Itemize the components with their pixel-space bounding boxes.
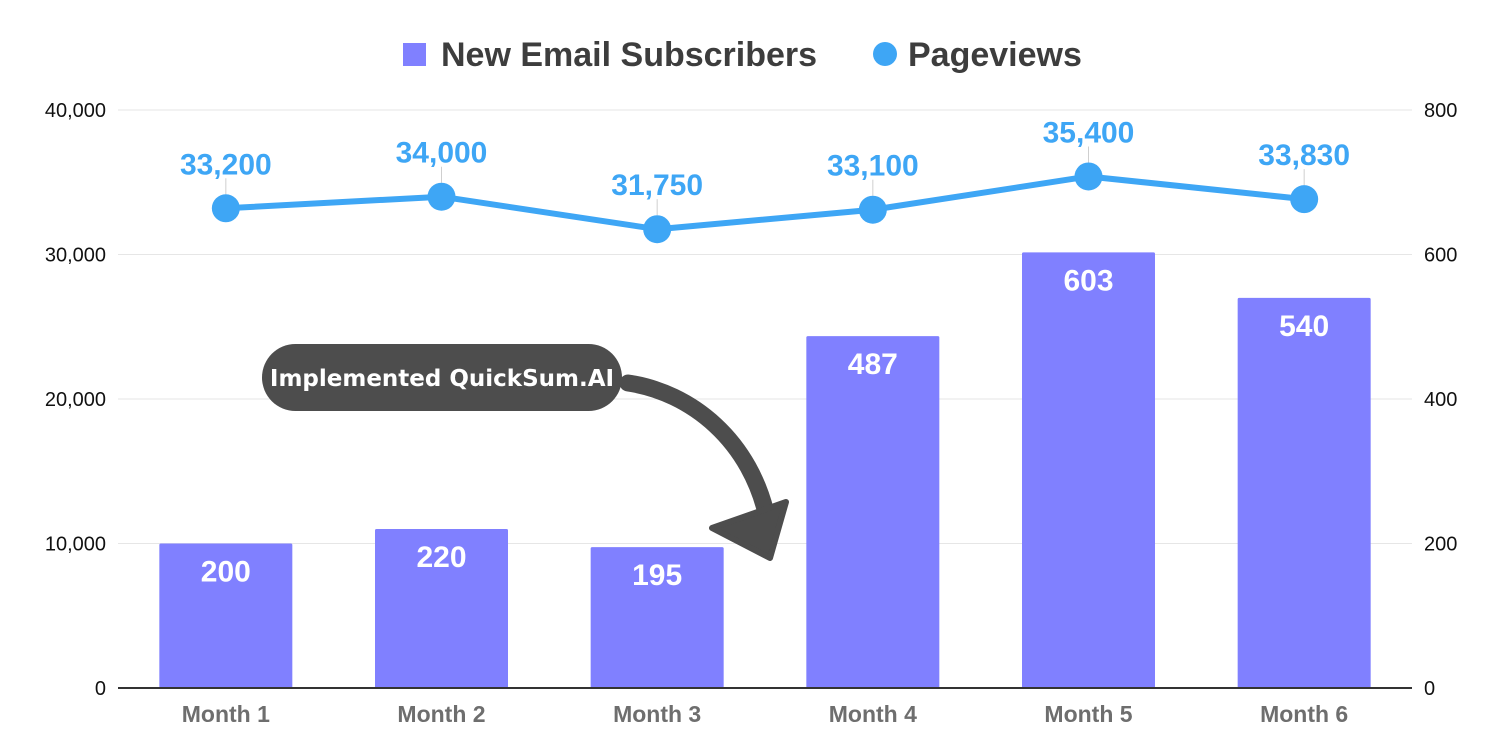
pageviews-line-path [222, 173, 1308, 233]
annotation: Implemented QuickSum.AI [262, 344, 789, 561]
y-right-tick-label: 600 [1424, 245, 1457, 267]
legend: New Email Subscribers Pageviews [403, 36, 1082, 74]
pageviews-value-label: 35,400 [1043, 116, 1135, 149]
y-left-tick-label: 20,000 [45, 389, 106, 411]
x-tick-label: Month 4 [829, 701, 917, 727]
pageviews-point-2 [427, 182, 456, 211]
y-right-tick-label: 200 [1424, 534, 1457, 556]
y-left-tick-label: 30,000 [45, 245, 106, 267]
bar-value-label: 603 [1063, 264, 1113, 297]
annotation-arrow-shaft [619, 374, 777, 531]
pageviews-point-5 [1074, 162, 1103, 191]
bar-3 [590, 547, 724, 688]
y-right-tick-label: 400 [1424, 389, 1457, 411]
bar-5 [1022, 252, 1155, 688]
subscriber-bars: 200 220 195 487 603 540 [159, 252, 1371, 688]
grid-lines [118, 109, 1412, 544]
annotation-bubble [262, 344, 622, 411]
bar-1 [159, 543, 293, 688]
legend-label-subscribers: New Email Subscribers [441, 36, 817, 74]
bar-value-label: 540 [1279, 310, 1329, 343]
y-right-tick-label: 0 [1424, 678, 1435, 700]
pageviews-value-label: 31,750 [611, 169, 703, 202]
bar-6 [1237, 297, 1371, 688]
legend-label-pageviews: Pageviews [908, 36, 1082, 74]
pageviews-line: 33,200 34,000 31,750 33,100 35,400 33,830 [180, 116, 1350, 244]
x-tick-label: Month 2 [397, 701, 485, 727]
pageviews-point-3 [643, 215, 672, 244]
x-tick-label: Month 3 [613, 701, 701, 727]
axes: 0 10,000 20,000 30,000 40,000 0 200 400 600 800 Mo… [45, 100, 1458, 727]
legend-swatch-pageviews [873, 42, 897, 66]
x-tick-label: Month 1 [182, 701, 270, 727]
pageviews-value-label: 34,000 [396, 137, 488, 170]
x-tick-label: Month 5 [1044, 701, 1132, 727]
pageviews-value-label: 33,200 [180, 148, 272, 181]
bar-value-label: 200 [201, 556, 251, 589]
bar-value-label: 195 [632, 559, 682, 592]
bar-4 [806, 336, 940, 688]
y-right-tick-label: 800 [1424, 100, 1457, 122]
x-tick-label: Month 6 [1260, 701, 1348, 727]
pageviews-point-4 [858, 195, 887, 224]
pageviews-value-label: 33,100 [827, 150, 919, 183]
bar-value-label: 220 [416, 541, 466, 574]
y-left-tick-label: 0 [95, 678, 106, 700]
legend-swatch-subscribers [403, 43, 426, 66]
annotation-text: Implemented QuickSum.AI [270, 366, 614, 392]
annotation-arrow-head [709, 499, 789, 561]
bar-value-label: 487 [848, 348, 898, 381]
pageviews-point-1 [211, 194, 240, 223]
y-left-tick-label: 40,000 [45, 100, 106, 122]
pageviews-value-label: 33,830 [1258, 139, 1350, 172]
pageviews-point-6 [1290, 185, 1319, 214]
bar-2 [375, 529, 508, 688]
y-left-tick-label: 10,000 [45, 534, 106, 556]
